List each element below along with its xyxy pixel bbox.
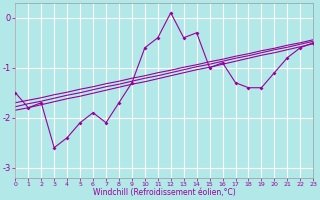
X-axis label: Windchill (Refroidissement éolien,°C): Windchill (Refroidissement éolien,°C) [93,188,236,197]
